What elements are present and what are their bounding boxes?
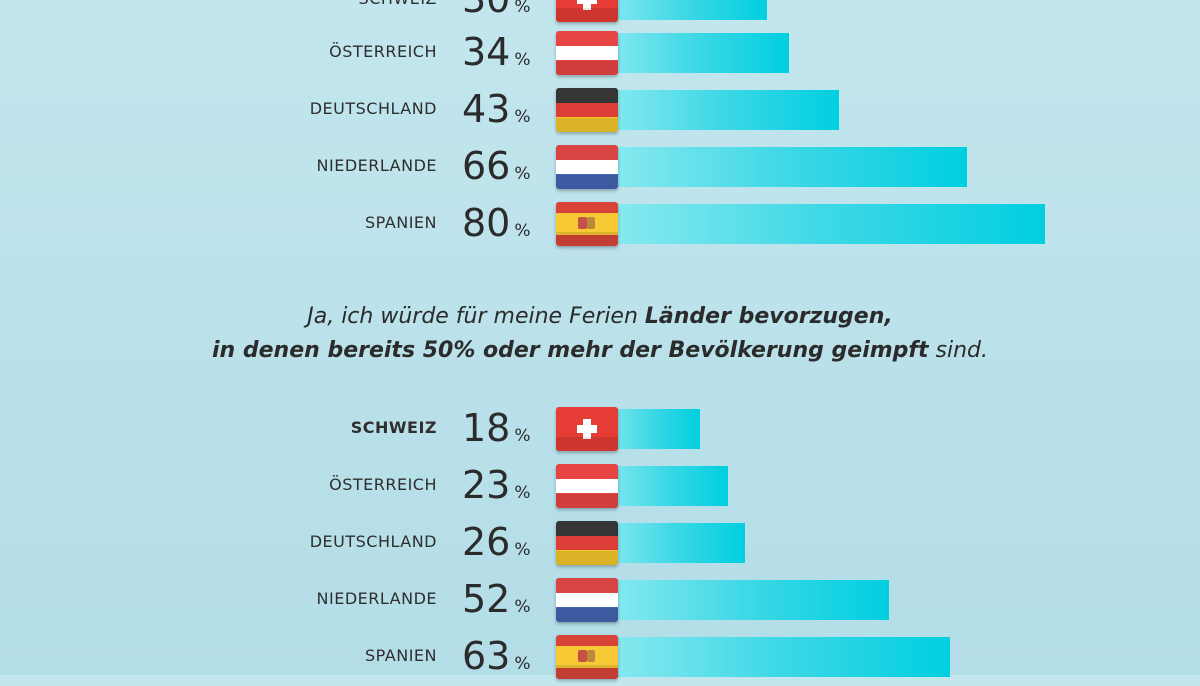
percent-unit: % — [514, 221, 531, 241]
percent-value: 63% — [462, 634, 531, 678]
germany-flag-icon — [556, 521, 618, 565]
bar — [600, 466, 728, 506]
chart-2-row: DEUTSCHLAND 26% — [0, 520, 1200, 565]
country-label: SPANIEN — [365, 646, 437, 665]
spain-flag-icon — [556, 635, 618, 679]
country-label: DEUTSCHLAND — [309, 99, 437, 118]
percent-value: 80% — [462, 201, 531, 245]
percent-number: 23 — [462, 463, 511, 507]
netherlands-flag-icon — [556, 578, 618, 622]
percent-number: 63 — [462, 634, 511, 678]
swiss-flag-icon — [556, 407, 618, 451]
percent-number: 34 — [462, 30, 511, 74]
spain-flag-icon — [556, 202, 618, 246]
chart-2-row: NIEDERLANDE 52% — [0, 577, 1200, 622]
bar — [600, 0, 767, 20]
chart-2-title-bold-1: Länder bevorzugen, — [644, 304, 893, 329]
percent-unit: % — [514, 0, 531, 17]
percent-value: 26% — [462, 520, 531, 564]
percent-number: 66 — [462, 144, 511, 188]
country-label: SCHWEIZ — [359, 0, 437, 21]
chart-2-title-normal-1: Ja, ich würde für meine Ferien — [307, 304, 645, 329]
bar — [600, 523, 745, 563]
bar — [600, 580, 889, 620]
percent-unit: % — [514, 107, 531, 127]
percent-number: 52 — [462, 577, 511, 621]
percent-number: 30 — [462, 0, 510, 21]
percent-value: 66% — [462, 144, 531, 188]
percent-number: 80 — [462, 201, 511, 245]
percent-unit: % — [514, 597, 531, 617]
percent-number: 26 — [462, 520, 511, 564]
bar — [600, 90, 839, 130]
austria-flag-icon — [556, 464, 618, 508]
percent-unit: % — [514, 426, 531, 446]
germany-flag-icon — [556, 88, 618, 132]
country-label: DEUTSCHLAND — [309, 532, 437, 551]
austria-flag-icon — [556, 31, 618, 75]
percent-unit: % — [514, 50, 531, 70]
chart-2-title-line-1: Ja, ich würde für meine Ferien Länder be… — [0, 304, 1200, 329]
bar — [600, 204, 1045, 244]
netherlands-flag-icon — [556, 145, 618, 189]
chart-2-title-normal-2: sind. — [928, 338, 988, 363]
country-label: ÖSTERREICH — [329, 42, 437, 61]
bar — [600, 637, 950, 677]
swiss-flag-icon — [556, 0, 618, 22]
percent-unit: % — [514, 164, 531, 184]
country-label: NIEDERLANDE — [316, 156, 437, 175]
percent-unit: % — [514, 483, 531, 503]
percent-value: 23% — [462, 463, 531, 507]
percent-value: 43% — [462, 87, 531, 131]
chart-2-row: SCHWEIZ 18% — [0, 406, 1200, 451]
percent-number: 18 — [462, 406, 511, 450]
country-label: SCHWEIZ — [350, 418, 437, 437]
percent-value: 34% — [462, 30, 531, 74]
country-label: ÖSTERREICH — [329, 475, 437, 494]
percent-unit: % — [514, 654, 531, 674]
chart-1-row: SCHWEIZ 30% — [0, 0, 1200, 22]
chart-1-row: ÖSTERREICH 34% — [0, 30, 1200, 75]
chart-2-title-bold-2: in denen bereits 50% oder mehr der Bevöl… — [212, 338, 929, 363]
country-label: SPANIEN — [365, 213, 437, 232]
chart-2-row: SPANIEN 63% — [0, 634, 1200, 679]
percent-unit: % — [514, 540, 531, 560]
percent-number: 43 — [462, 87, 511, 131]
percent-value: 52% — [462, 577, 531, 621]
chart-1-row: NIEDERLANDE 66% — [0, 144, 1200, 189]
country-label: NIEDERLANDE — [316, 589, 437, 608]
chart-1-row: DEUTSCHLAND 43% — [0, 87, 1200, 132]
percent-value: 30% — [462, 0, 531, 21]
percent-value: 18% — [462, 406, 531, 450]
chart-2-row: ÖSTERREICH 23% — [0, 463, 1200, 508]
chart-2-title-line-2: in denen bereits 50% oder mehr der Bevöl… — [0, 338, 1200, 363]
chart-1-row: SPANIEN 80% — [0, 201, 1200, 246]
bar — [600, 33, 789, 73]
bar — [600, 147, 967, 187]
